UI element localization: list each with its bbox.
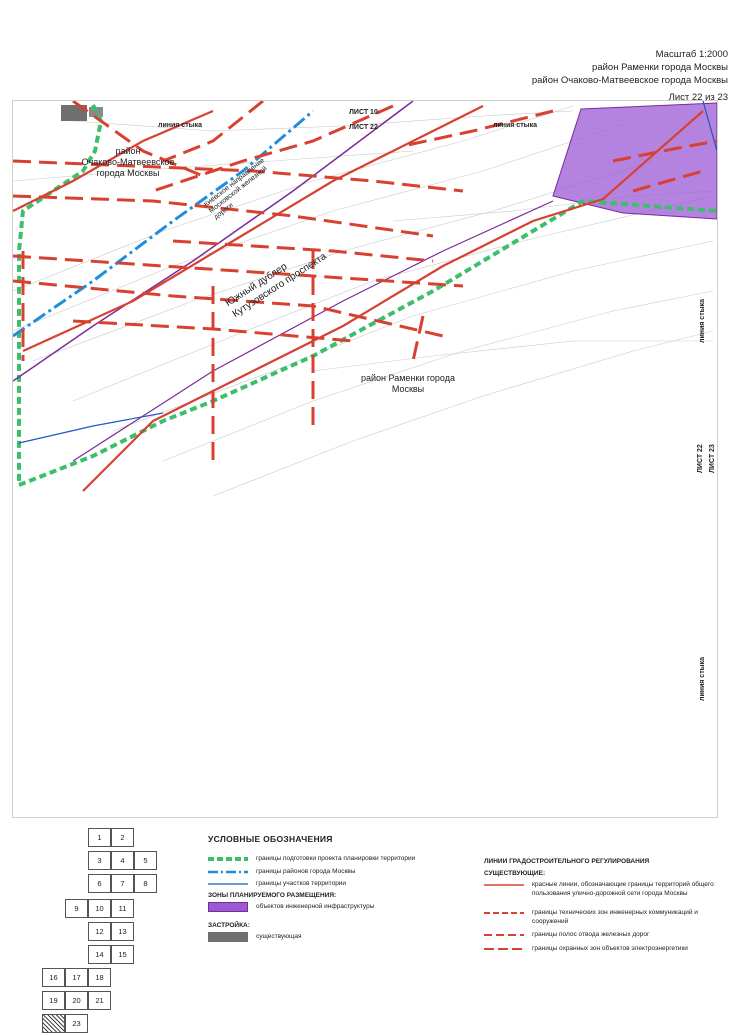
buildings-heading: ЗАСТРОЙКА: bbox=[208, 922, 250, 929]
legend-text: границы участков территории bbox=[256, 880, 347, 887]
index-cell[interactable]: 4 bbox=[111, 851, 134, 870]
district-ramenki-label: район Раменки города Москвы bbox=[592, 62, 728, 73]
district-boundary bbox=[13, 109, 314, 338]
legend-item-engineering-zone: объектов инженерной инфраструктуры bbox=[208, 902, 478, 912]
join-line-right-top: линия стыка bbox=[699, 298, 706, 343]
index-cell[interactable]: 5 bbox=[134, 851, 157, 870]
legend-title: УСЛОВНЫЕ ОБОЗНАЧЕНИЯ bbox=[208, 834, 333, 844]
zones-heading: ЗОНЫ ПЛАНИРУЕМОГО РАЗМЕЩЕНИЯ: bbox=[208, 892, 337, 899]
red-dashed-line-icon bbox=[484, 908, 524, 918]
index-cell[interactable]: 19 bbox=[42, 991, 65, 1010]
legend-item-tech-zones: границы технических зон инженерных комму… bbox=[484, 908, 714, 926]
index-cell[interactable]: 23 bbox=[65, 1014, 88, 1033]
index-cell[interactable]: 3 bbox=[88, 851, 111, 870]
legend-text: объектов инженерной инфраструктуры bbox=[256, 903, 375, 910]
map-frame[interactable]: район Очаково-Матвеевское города Москвы … bbox=[12, 100, 718, 818]
sheet-ref-22-right: ЛИСТ 22 bbox=[697, 444, 704, 473]
legend-item-district-boundary: границы районов города Москвы bbox=[208, 867, 478, 877]
legend: УСЛОВНЫЕ ОБОЗНАЧЕНИЯ границы подготовки … bbox=[208, 834, 718, 1014]
index-cell[interactable]: 18 bbox=[88, 968, 111, 987]
index-cell[interactable]: 20 bbox=[65, 991, 88, 1010]
index-cell[interactable]: 13 bbox=[111, 922, 134, 941]
index-cell[interactable]: 14 bbox=[88, 945, 111, 964]
legend-text: границы полос отвода железных дорог bbox=[532, 931, 650, 938]
index-cell[interactable]: 10 bbox=[88, 899, 111, 918]
index-cell[interactable]: 6 bbox=[88, 874, 111, 893]
join-line-top-left: линия стыка bbox=[158, 122, 203, 129]
index-cell-current[interactable]: 22 bbox=[42, 1014, 65, 1033]
legend-item-red-lines: красные линии, обозначающие границы терр… bbox=[484, 880, 714, 898]
index-cell[interactable]: 9 bbox=[65, 899, 88, 918]
sheet-ref-10: ЛИСТ 10 bbox=[349, 109, 378, 116]
engineering-zone bbox=[552, 102, 717, 220]
index-cell[interactable]: 12 bbox=[88, 922, 111, 941]
sheet-index: 1 2 3 4 5 6 7 8 9 10 11 12 13 14 15 16 1… bbox=[40, 828, 170, 1034]
legend-text: границы охранных зон объектов электроэне… bbox=[532, 945, 688, 952]
railway-line bbox=[13, 101, 414, 382]
green-dashed-line-icon bbox=[208, 854, 248, 864]
join-line-top-right: линия стыка bbox=[493, 122, 538, 129]
district-ochakovo-label: район Очаково-Матвеевское города Москвы bbox=[531, 75, 728, 86]
regulation-heading: ЛИНИИ ГРАДОСТРОИТЕЛЬНОГО РЕГУЛИРОВАНИЯ bbox=[484, 858, 650, 865]
red-line-icon bbox=[484, 880, 524, 890]
scale-label: Масштаб 1:2000 bbox=[655, 49, 728, 60]
parcel-boundary bbox=[18, 412, 164, 444]
legend-item-existing-building: существующая bbox=[208, 932, 478, 942]
legend-item-project-boundary: границы подготовки проекта планировки те… bbox=[208, 854, 478, 864]
label-ramenki: район Раменки города Москвы bbox=[360, 373, 455, 394]
index-cell[interactable]: 17 bbox=[65, 968, 88, 987]
blue-dashdot-line-icon bbox=[208, 867, 248, 877]
map-canvas bbox=[13, 101, 717, 497]
index-cell[interactable]: 11 bbox=[111, 899, 134, 918]
legend-item-parcel-boundary: границы участков территории bbox=[208, 879, 478, 889]
sheet-ref-22-top: ЛИСТ 22 bbox=[349, 124, 378, 131]
index-cell[interactable]: 2 bbox=[111, 828, 134, 847]
join-line-right-bottom: линия стыка bbox=[699, 656, 706, 701]
index-cell[interactable]: 21 bbox=[88, 991, 111, 1010]
legend-text: существующая bbox=[256, 933, 302, 940]
legend-text: границы подготовки проекта планировки те… bbox=[256, 855, 416, 862]
index-cell[interactable]: 7 bbox=[111, 874, 134, 893]
purple-fill-icon bbox=[208, 902, 248, 912]
legend-item-power-protection: границы охранных зон объектов электроэне… bbox=[484, 944, 714, 954]
gray-fill-icon bbox=[208, 932, 248, 942]
index-cell[interactable]: 16 bbox=[42, 968, 65, 987]
blue-thin-line-icon bbox=[208, 879, 248, 889]
sheet-header: Масштаб 1:2000 район Раменки города Моск… bbox=[532, 48, 728, 104]
index-cell[interactable]: 1 bbox=[88, 828, 111, 847]
index-cell[interactable]: 15 bbox=[111, 945, 134, 964]
red-dashed-line-icon bbox=[484, 944, 524, 954]
legend-text: границы районов города Москвы bbox=[256, 868, 356, 875]
sheet-number: Лист 22 из 23 bbox=[668, 92, 728, 103]
red-dashed-line-icon bbox=[484, 930, 524, 940]
legend-text: красные линии, обозначающие границы терр… bbox=[532, 881, 714, 897]
label-ochakovo: район Очаково-Матвеевское города Москвы bbox=[81, 146, 175, 178]
legend-item-rail-allotment: границы полос отвода железных дорог bbox=[484, 930, 714, 940]
sheet-ref-23-right: ЛИСТ 23 bbox=[709, 444, 716, 473]
existing-building bbox=[61, 105, 87, 121]
tech-zone-boundaries bbox=[13, 101, 717, 461]
index-cell[interactable]: 8 bbox=[134, 874, 157, 893]
legend-text: границы технических зон инженерных комму… bbox=[532, 909, 698, 925]
existing-heading: СУЩЕСТВУЮЩИЕ: bbox=[484, 870, 546, 877]
